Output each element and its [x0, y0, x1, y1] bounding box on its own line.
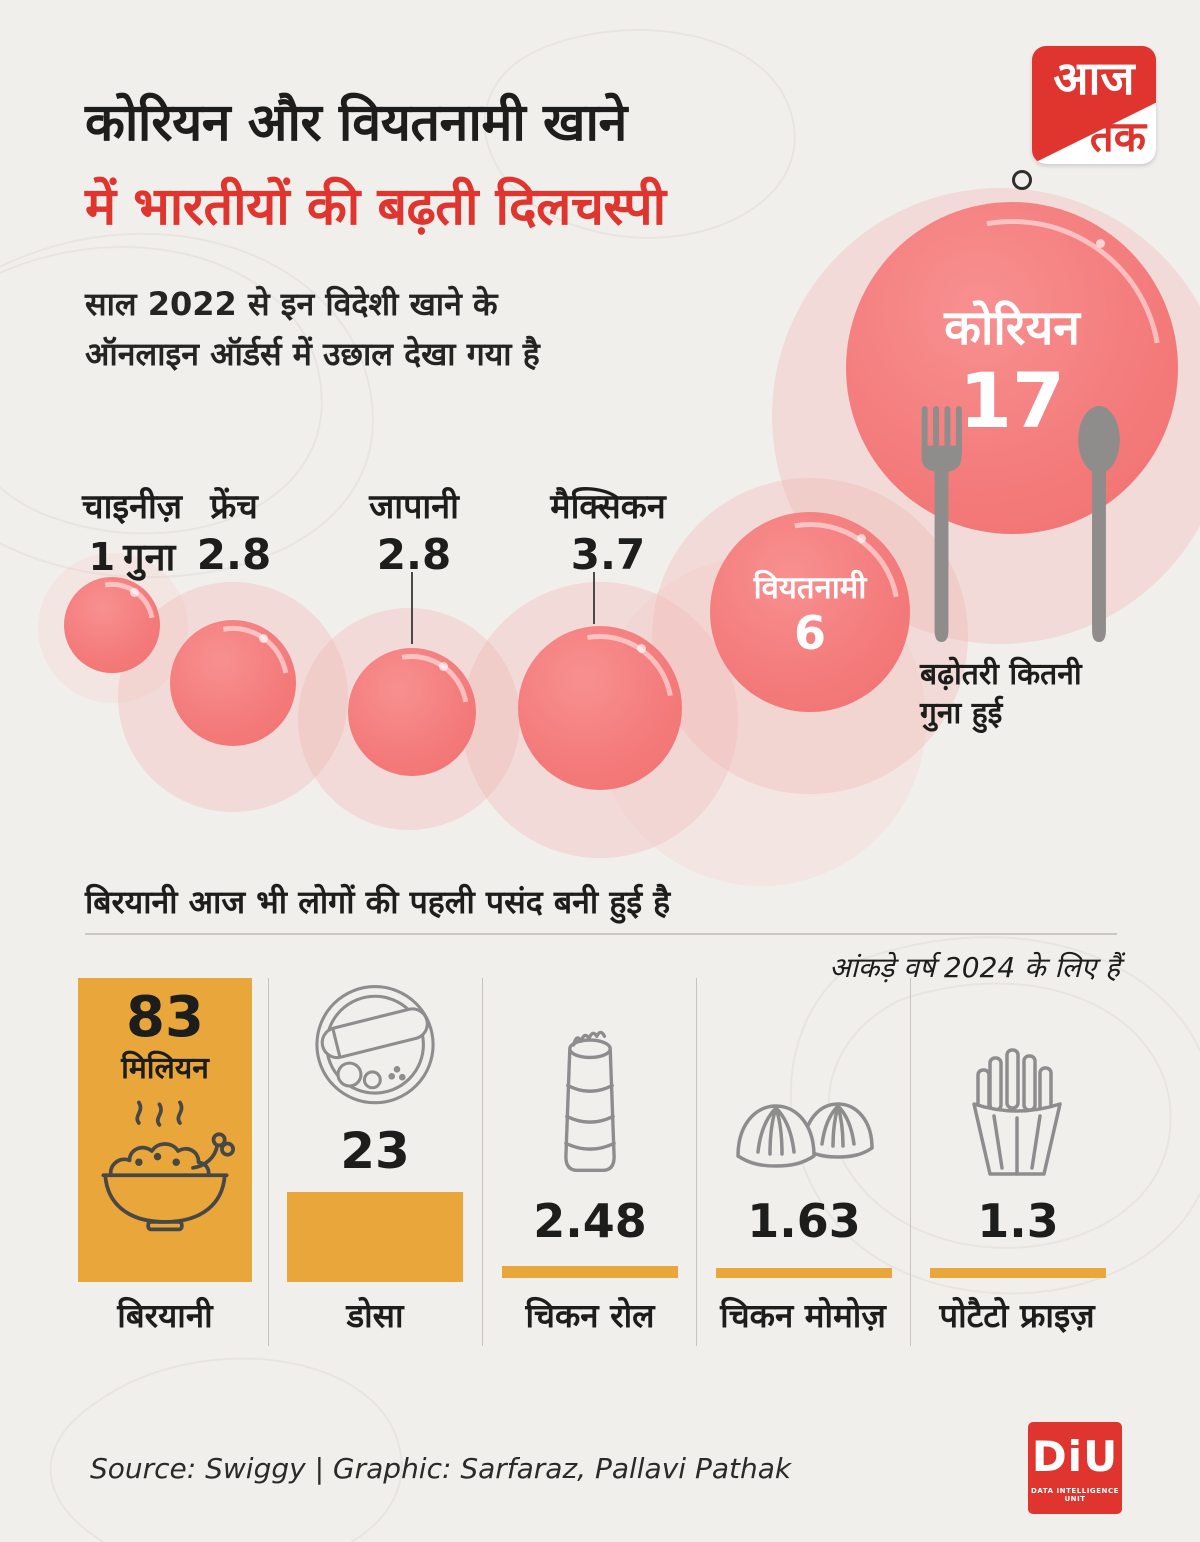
bar-chart-title: बिरयानी आज भी लोगों की पहली पसंद बनी हुई…	[85, 883, 671, 921]
bubble-korean-label: कोरियन	[944, 299, 1080, 356]
bubble-label-value: 3.7	[570, 530, 646, 579]
bubble-korean-value: 17	[959, 355, 1065, 445]
bubble-vietnamese-label: वियतनामी	[753, 569, 867, 606]
aajtak-logo-top-text: आज	[1053, 51, 1135, 105]
dosa-icon	[315, 985, 435, 1105]
bubble-label-text: मैक्सिकन	[550, 487, 666, 527]
bubble-label-text: जापानी	[369, 487, 459, 527]
page-title-line2: में भारतीयों की बढ़ती दिलचस्पी	[85, 177, 666, 237]
source-credit: Source: Swiggy | Graphic: Sarfaraz, Pall…	[90, 1452, 792, 1485]
subtitle-line1: साल 2022 से इन विदेशी खाने के	[85, 285, 498, 323]
bubble-label-text: चाइनीज़	[82, 487, 182, 527]
bubble-chart-note-line2: गुना हुई	[920, 696, 1003, 731]
bar-momos	[716, 1268, 892, 1278]
column-separator	[696, 978, 697, 1346]
subtitle-line2: ऑनलाइन ऑर्डर्स में उछाल देखा गया है	[85, 335, 540, 373]
dosa-value: 23	[340, 1122, 410, 1180]
bar-chicken-roll	[502, 1266, 678, 1278]
bubble-chart-note-line1: बढ़ोतरी कितनी	[920, 657, 1082, 692]
diu-logo-tagline: DATA INTELLIGENCE UNIT	[1031, 1487, 1119, 1503]
section-divider	[85, 933, 1117, 935]
bar-label-dosa: डोसा	[346, 1296, 404, 1335]
fries-value: 1.3	[977, 1194, 1059, 1248]
bar-biryani: 83 मिलियन	[78, 978, 252, 1282]
bubble-chinese	[64, 577, 160, 673]
bar-label-momos: चिकन मोमोज़	[720, 1296, 886, 1335]
connector-line	[593, 572, 595, 624]
biryani-bowl-icon	[101, 1100, 235, 1232]
aajtak-logo: आज तक	[1032, 46, 1156, 164]
momos-value: 1.63	[747, 1194, 861, 1248]
bubble-label-text: फ्रेंच	[210, 487, 258, 527]
bar-chart-note: आंकड़े वर्ष 2024 के लिए हैं	[829, 951, 1120, 984]
column-separator	[910, 978, 911, 1346]
spoon-icon	[1078, 406, 1120, 643]
bar-label-biryani: बिरयानी	[117, 1296, 213, 1335]
diu-logo: DiU DATA INTELLIGENCE UNIT	[1028, 1422, 1122, 1514]
chicken-roll-icon	[564, 1030, 616, 1173]
bubble-label-mexican: मैक्सिकन 3.7	[524, 482, 692, 579]
column-separator	[482, 978, 483, 1346]
aajtak-logo-bottom-text: तक	[1089, 112, 1146, 161]
connector-line	[411, 572, 413, 644]
bubble-vietnamese: वियतनामी 6	[710, 512, 910, 712]
column-separator	[268, 978, 269, 1346]
momos-icon	[736, 1102, 874, 1168]
biryani-value: 83	[126, 985, 204, 1050]
diu-logo-name: DiU	[1031, 1432, 1119, 1481]
bubble-label-value: 1 गुना	[52, 530, 212, 582]
ornament-ring-icon	[1012, 170, 1032, 190]
fork-icon	[921, 406, 962, 643]
bubble-label-french: फ्रेंच 2.8	[178, 482, 290, 579]
bubble-label-chinese: चाइनीज़ 1 गुना	[52, 482, 212, 582]
bubble-label-japanese: जापानी 2.8	[352, 482, 476, 579]
biryani-unit: मिलियन	[121, 1051, 209, 1087]
bar-dosa	[287, 1192, 463, 1282]
chicken-roll-value: 2.48	[533, 1194, 647, 1248]
value-number: 1	[88, 535, 116, 579]
page-title-line1: कोरियन और वियतनामी खाने	[85, 93, 627, 153]
bubble-japanese	[348, 648, 476, 776]
bubble-korean: कोरियन 17	[846, 202, 1178, 534]
bar-label-fries: पोटैटो फ्राइज़	[939, 1296, 1095, 1335]
bubble-mexican	[518, 626, 682, 790]
bubble-vietnamese-value: 6	[793, 605, 826, 660]
bubble-label-value: 2.8	[376, 530, 452, 579]
value-unit: गुना	[123, 535, 176, 579]
bubble-chart-note: बढ़ोतरी कितनी गुना हुई	[920, 655, 1160, 733]
fries-icon	[972, 1048, 1062, 1176]
bar-fries	[930, 1268, 1106, 1278]
bar-label-chicken-roll: चिकन रोल	[525, 1296, 655, 1335]
bubble-label-value: 2.8	[196, 530, 272, 579]
bubble-french	[170, 620, 296, 746]
